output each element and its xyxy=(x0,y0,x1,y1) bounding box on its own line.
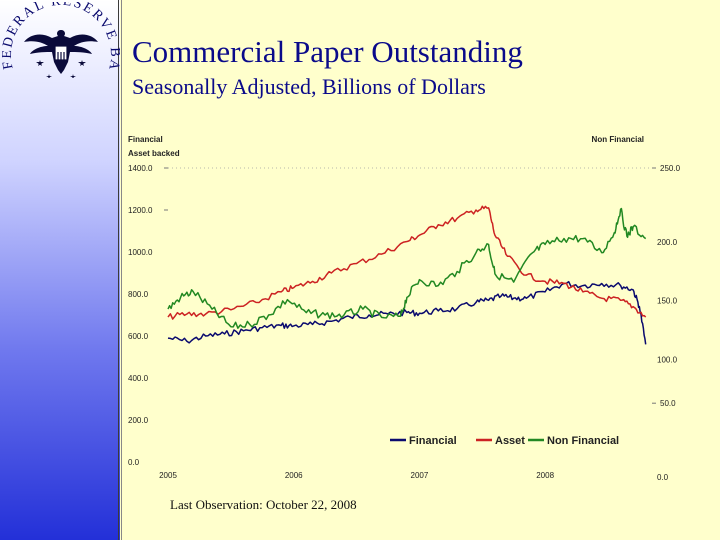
right-tick-label: 100.0 xyxy=(657,355,678,364)
left-tick-label: 1400.0 xyxy=(128,164,153,173)
series-line-asset xyxy=(167,205,647,320)
left-tick-label: 200.0 xyxy=(128,416,149,425)
commercial-paper-chart: Financial Asset backed Non Financial 140… xyxy=(128,135,681,482)
panel-divider-inner xyxy=(121,0,122,540)
legend-label: Non Financial xyxy=(547,435,619,447)
left-axis-subtitle: Asset backed xyxy=(128,149,180,158)
slide-background xyxy=(120,0,720,540)
x-tick-label: 2005 xyxy=(159,471,177,480)
right-tick-label: 0.0 xyxy=(657,473,669,482)
right-axis-title: Non Financial xyxy=(592,135,644,144)
legend-label: Financial xyxy=(409,435,457,447)
right-tick-label: 150.0 xyxy=(657,297,678,306)
right-tick-label: 200.0 xyxy=(657,238,678,247)
last-observation-note: Last Observation: October 22, 2008 xyxy=(170,497,357,512)
eagle-seal-icon: FEDERAL RESERVE BANK OF ST. LOUIS xyxy=(2,2,120,78)
left-gradient-panel xyxy=(0,0,120,540)
left-tick-label: 400.0 xyxy=(128,374,149,383)
right-tick-label: 250.0 xyxy=(660,164,681,173)
panel-divider xyxy=(118,0,119,540)
left-tick-label: 1000.0 xyxy=(128,248,153,257)
left-axis-title: Financial xyxy=(128,135,163,144)
page-title: Commercial Paper Outstanding xyxy=(132,34,523,69)
right-tick-label: 50.0 xyxy=(660,399,676,408)
series-line-financial xyxy=(167,280,647,345)
x-tick-label: 2006 xyxy=(285,471,303,480)
x-tick-label: 2008 xyxy=(536,471,554,480)
series-line-non-financial xyxy=(167,207,647,329)
left-tick-label: 0.0 xyxy=(128,458,140,467)
page-subtitle: Seasonally Adjusted, Billions of Dollars xyxy=(132,74,486,99)
left-tick-label: 1200.0 xyxy=(128,206,153,215)
legend-label: Asset xyxy=(495,435,525,447)
left-tick-label: 600.0 xyxy=(128,332,149,341)
left-tick-label: 800.0 xyxy=(128,290,149,299)
x-tick-label: 2007 xyxy=(411,471,429,480)
